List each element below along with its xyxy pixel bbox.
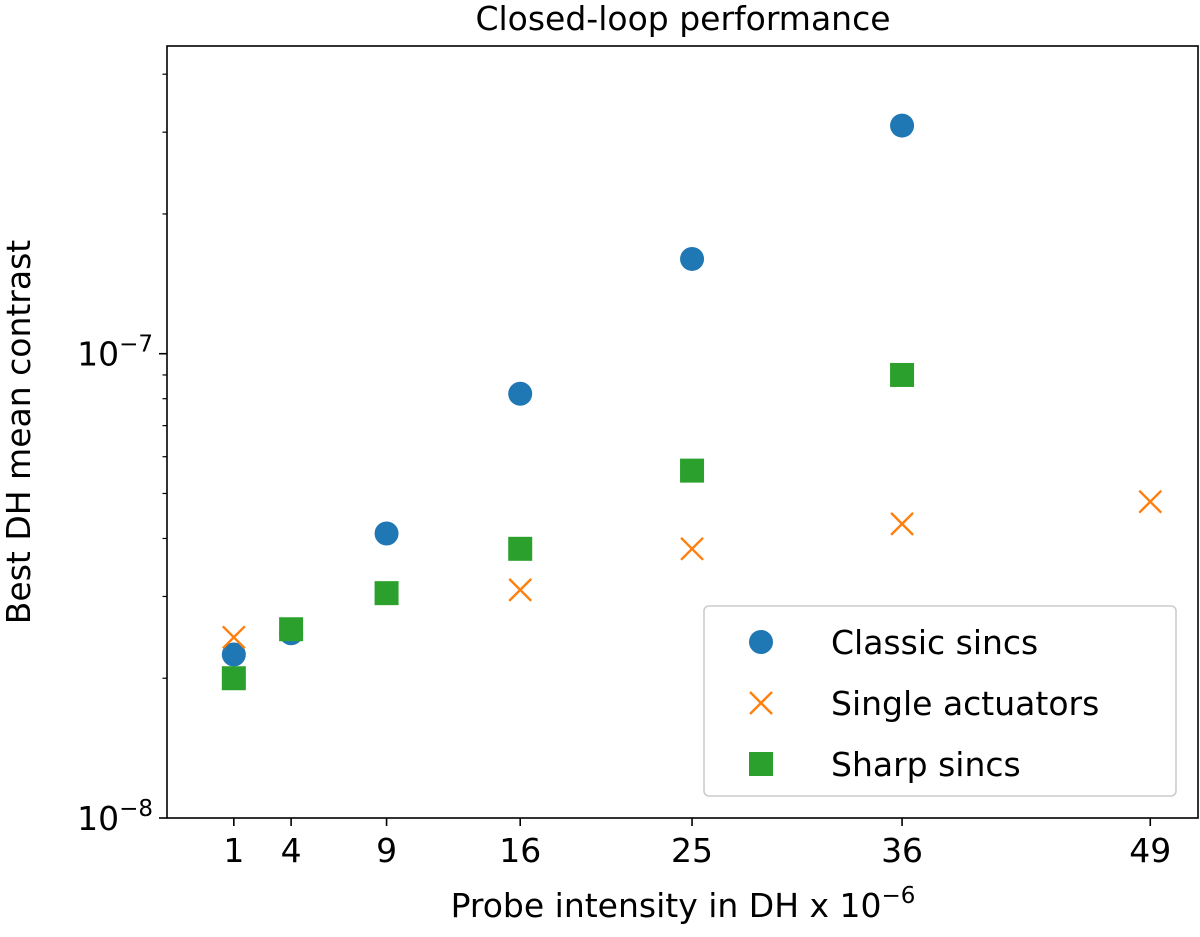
- data-point-classic-sincs: [508, 381, 533, 406]
- x-marker-stroke: [508, 578, 533, 602]
- data-point-classic-sincs: [374, 521, 399, 546]
- x-marker-stroke: [1138, 489, 1163, 514]
- legend-marker-classic-sincs: [749, 630, 773, 654]
- y-tick-label: 10−7: [77, 332, 153, 374]
- data-point-sharp-sincs: [890, 362, 915, 387]
- data-point-classic-sincs: [680, 246, 705, 271]
- data-point-single-actuators: [890, 512, 914, 536]
- chart-title: Closed-loop performance: [475, 0, 890, 38]
- x-tick-label: 16: [499, 831, 541, 870]
- x-marker-stroke: [749, 691, 773, 715]
- legend-marker-sharp-sincs: [749, 752, 773, 776]
- y-tick-label-base: 10: [77, 799, 119, 838]
- data-point-sharp-sincs: [680, 458, 705, 483]
- legend-label-classic-sincs: Classic sincs: [831, 623, 1038, 662]
- x-marker-stroke: [890, 512, 914, 536]
- legend-label-sharp-sincs: Sharp sincs: [831, 745, 1021, 784]
- data-point-single-actuators: [1138, 489, 1163, 514]
- y-tick-label-base: 10: [77, 335, 119, 374]
- x-tick-label: 9: [376, 831, 397, 870]
- data-point-classic-sincs: [890, 113, 915, 138]
- legend-marker-single-actuators: [749, 691, 773, 715]
- x-axis-label-exponent: −6: [882, 883, 916, 909]
- data-point-sharp-sincs: [221, 666, 246, 691]
- x-marker-stroke: [221, 625, 246, 650]
- x-marker-stroke: [680, 536, 704, 561]
- x-axis-label: Probe intensity in DH x 10−6: [451, 883, 916, 925]
- data-point-single-actuators: [221, 625, 246, 650]
- data-point-sharp-sincs: [508, 536, 533, 561]
- x-tick-label: 25: [671, 831, 713, 870]
- x-tick-label: 49: [1129, 831, 1171, 870]
- y-tick-label: 10−8: [77, 796, 153, 838]
- data-point-single-actuators: [508, 578, 533, 602]
- x-axis-label-text: Probe intensity in DH x 10: [451, 886, 882, 925]
- data-point-sharp-sincs: [374, 581, 399, 606]
- x-tick-label: 36: [881, 831, 923, 870]
- y-axis-label: Best DH mean contrast: [0, 240, 38, 625]
- data-point-single-actuators: [680, 536, 704, 561]
- x-tick-label: 4: [281, 831, 302, 870]
- y-tick-label-exponent: −7: [119, 332, 153, 358]
- y-tick-label-exponent: −8: [119, 796, 153, 822]
- legend-label-single-actuators: Single actuators: [831, 684, 1099, 723]
- data-point-classic-sincs: [221, 642, 246, 667]
- data-point-sharp-sincs: [279, 617, 304, 642]
- legend-box: [703, 605, 1177, 797]
- x-tick-label: 1: [223, 831, 244, 870]
- legend: Classic sincs Single actuators Sharp sincs: [703, 605, 1177, 797]
- plot-frame: [166, 45, 1199, 819]
